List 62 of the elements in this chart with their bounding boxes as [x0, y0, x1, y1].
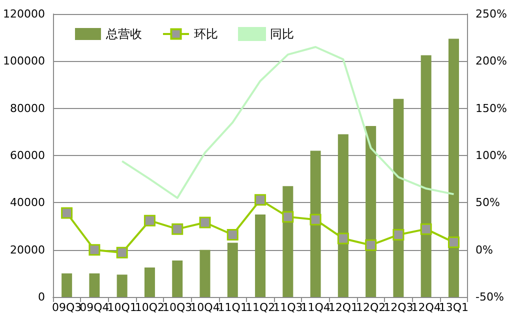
y2-tick-label: 100%: [476, 149, 508, 162]
point: [337, 232, 349, 244]
x-tick-label: 11Q1: [218, 301, 248, 314]
y2-tick-label: 250%: [476, 8, 508, 20]
point: [172, 223, 184, 235]
x-tick-label: 10Q2: [134, 301, 165, 314]
line-series: [121, 46, 455, 199]
x-tick-label: 12Q4: [411, 301, 441, 314]
x-tick-label: 10Q1: [107, 301, 137, 314]
x-tick-label: 11Q4: [300, 301, 330, 314]
point: [448, 236, 460, 248]
y2-tick-label: 0%: [476, 243, 494, 256]
bar: [200, 250, 210, 297]
bar: [393, 98, 404, 297]
bar: [89, 273, 100, 297]
y2-tick-label: 200%: [476, 54, 508, 68]
y2-tick-label: -50%: [476, 290, 504, 304]
y-tick-label: 100000: [2, 54, 45, 68]
point: [116, 246, 128, 258]
y-tick-label: 60000: [10, 149, 45, 162]
legend-label: 总营收: [105, 27, 142, 41]
y-tick-label: 0: [38, 290, 45, 304]
x-tick-label: 12Q3: [384, 301, 414, 314]
x-tick-label: 10Q4: [190, 301, 220, 314]
legend-label: 同比: [270, 27, 294, 41]
y-tick-label: 40000: [10, 196, 45, 210]
point: [392, 228, 404, 240]
point: [61, 207, 73, 219]
x-tick-label: 09Q4: [80, 301, 110, 314]
point: [420, 223, 432, 235]
y-tick-label: 120000: [2, 8, 45, 20]
bar: [420, 55, 432, 297]
x-tick-label: 09Q3: [52, 301, 82, 314]
point: [199, 216, 211, 228]
bar: [255, 214, 266, 297]
x-tick-label: 12Q1: [328, 301, 358, 314]
y-tick-label: 80000: [10, 102, 45, 115]
point: [365, 239, 377, 251]
y2-tick-label: 150%: [476, 102, 508, 115]
bar: [116, 274, 128, 297]
point: [310, 214, 322, 226]
x-tick-label: 11Q3: [273, 301, 303, 314]
point: [254, 194, 266, 206]
legend-label: 环比: [194, 27, 218, 41]
bar: [227, 242, 238, 297]
bar: [338, 134, 348, 297]
x-tick-label: 12Q2: [356, 301, 386, 314]
point: [226, 228, 238, 240]
point: [88, 244, 100, 256]
bar: [62, 273, 72, 297]
y-tick-label: 20000: [10, 243, 45, 256]
bar: [172, 260, 183, 297]
point: [282, 211, 294, 223]
x-tick-label: 11Q2: [245, 301, 276, 314]
bar: [448, 38, 459, 297]
y2-tick-label: 50%: [476, 196, 500, 210]
bar: [366, 126, 376, 297]
bar: [144, 268, 155, 297]
bar: [310, 150, 321, 297]
x-tick-label: 13Q1: [438, 301, 469, 314]
x-tick-label: 10Q3: [162, 301, 192, 314]
point: [144, 214, 156, 226]
